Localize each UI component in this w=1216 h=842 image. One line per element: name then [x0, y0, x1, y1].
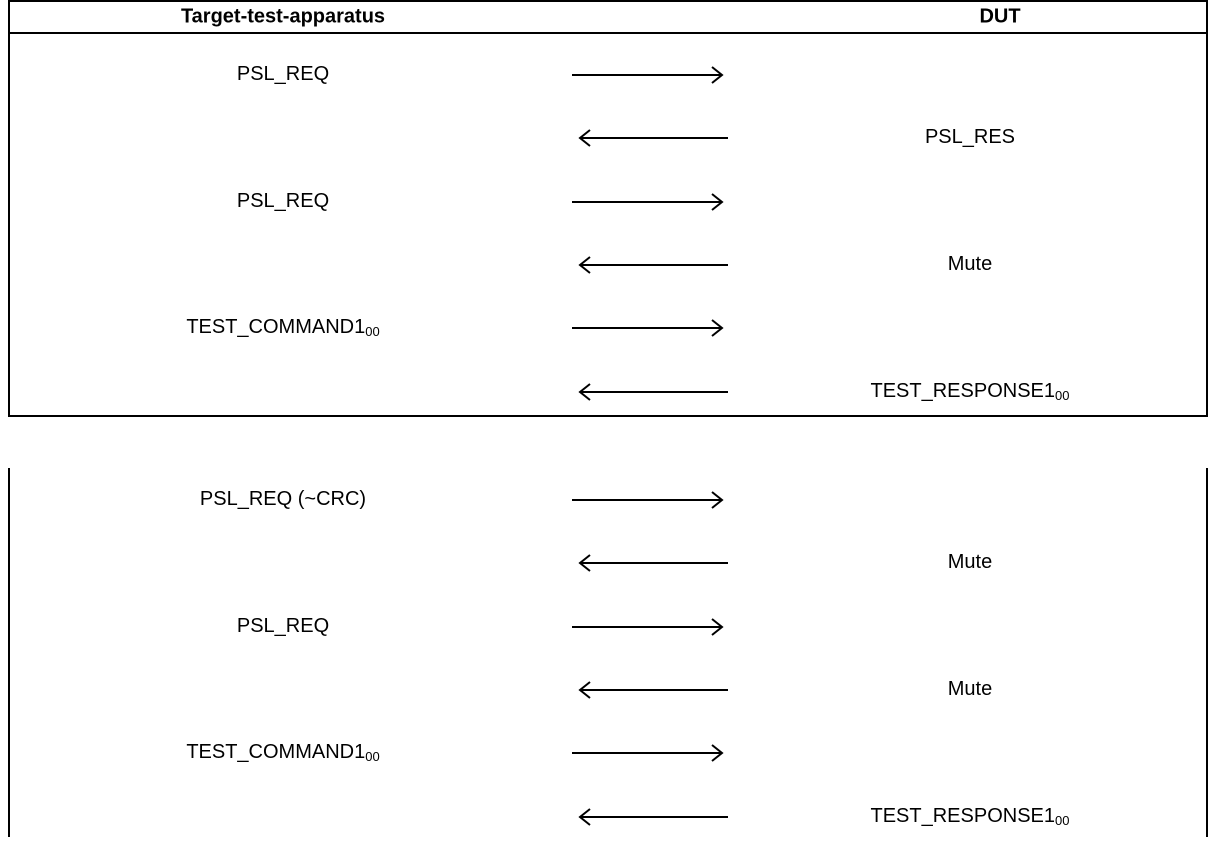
message-label: PSL_REQ	[237, 190, 329, 212]
message-label: TEST_COMMAND100	[186, 316, 379, 339]
message-text: TEST_RESPONSE1	[871, 380, 1056, 402]
message-label: PSL_REQ (~CRC)	[200, 488, 366, 510]
message-text: TEST_RESPONSE1	[871, 805, 1056, 827]
message-label: Mute	[948, 678, 992, 700]
header-right: DUT	[979, 5, 1020, 27]
message-text: PSL_REQ (~CRC)	[200, 488, 366, 510]
arrow-right	[572, 618, 724, 636]
arrow-right	[572, 319, 724, 337]
message-label: Mute	[948, 551, 992, 573]
message-text: Mute	[948, 678, 992, 700]
message-subscript: 00	[365, 749, 379, 764]
message-text: Mute	[948, 551, 992, 573]
arrow-left	[578, 256, 728, 274]
message-text: TEST_COMMAND1	[186, 741, 365, 763]
message-subscript: 00	[1055, 813, 1069, 828]
message-label: TEST_RESPONSE100	[871, 805, 1070, 828]
message-label: TEST_RESPONSE100	[871, 380, 1070, 403]
arrow-right	[572, 66, 724, 84]
message-subscript: 00	[365, 324, 379, 339]
message-text: PSL_RES	[925, 126, 1015, 148]
header-left: Target-test-apparatus	[181, 5, 385, 27]
arrow-left	[578, 554, 728, 572]
message-text: PSL_REQ	[237, 190, 329, 212]
message-text: PSL_REQ	[237, 615, 329, 637]
arrow-right	[572, 193, 724, 211]
message-label: PSL_REQ	[237, 615, 329, 637]
message-label: TEST_COMMAND100	[186, 741, 379, 764]
message-text: Mute	[948, 253, 992, 275]
arrow-left	[578, 808, 728, 826]
arrow-right	[572, 744, 724, 762]
message-text: PSL_REQ	[237, 63, 329, 85]
arrow-left	[578, 129, 728, 147]
message-label: PSL_RES	[925, 126, 1015, 148]
arrow-left	[578, 383, 728, 401]
message-label: PSL_REQ	[237, 63, 329, 85]
message-label: Mute	[948, 253, 992, 275]
arrow-right	[572, 491, 724, 509]
message-text: TEST_COMMAND1	[186, 316, 365, 338]
message-subscript: 00	[1055, 388, 1069, 403]
arrow-left	[578, 681, 728, 699]
